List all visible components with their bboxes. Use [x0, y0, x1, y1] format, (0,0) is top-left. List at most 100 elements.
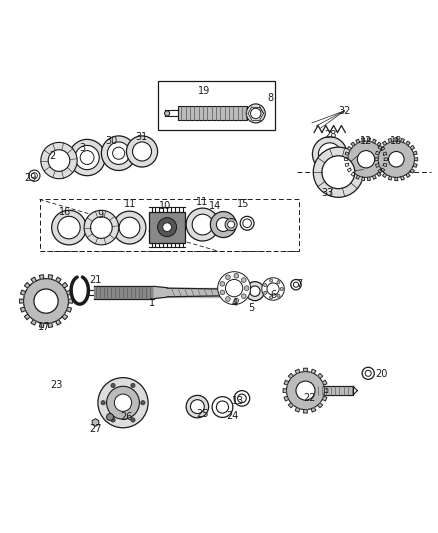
- Polygon shape: [410, 169, 414, 173]
- Circle shape: [389, 151, 404, 167]
- Polygon shape: [406, 173, 410, 177]
- Polygon shape: [288, 403, 293, 408]
- Circle shape: [286, 372, 325, 410]
- Polygon shape: [381, 168, 385, 172]
- Polygon shape: [67, 307, 71, 312]
- Polygon shape: [345, 163, 349, 167]
- Polygon shape: [154, 286, 167, 298]
- Polygon shape: [362, 138, 364, 141]
- Polygon shape: [372, 139, 376, 143]
- Polygon shape: [48, 274, 53, 279]
- Circle shape: [141, 401, 145, 405]
- Polygon shape: [304, 368, 307, 372]
- Circle shape: [101, 401, 105, 405]
- Text: 19: 19: [198, 86, 210, 96]
- Circle shape: [226, 297, 230, 301]
- Polygon shape: [367, 177, 371, 181]
- Circle shape: [313, 147, 364, 197]
- Polygon shape: [345, 158, 348, 160]
- Polygon shape: [347, 147, 351, 150]
- Polygon shape: [382, 141, 387, 146]
- Circle shape: [131, 383, 135, 387]
- Polygon shape: [311, 369, 316, 374]
- Text: 24: 24: [226, 411, 238, 421]
- Bar: [178, 107, 247, 120]
- Polygon shape: [382, 173, 387, 177]
- Circle shape: [277, 281, 280, 284]
- Polygon shape: [25, 282, 30, 288]
- Polygon shape: [351, 142, 355, 147]
- Text: 23: 23: [51, 381, 63, 390]
- Text: 15: 15: [237, 199, 249, 209]
- Polygon shape: [322, 380, 327, 385]
- Polygon shape: [31, 277, 36, 282]
- Polygon shape: [283, 389, 286, 393]
- Polygon shape: [62, 282, 67, 288]
- Polygon shape: [56, 277, 61, 282]
- Polygon shape: [284, 380, 289, 385]
- Text: 14: 14: [208, 201, 221, 211]
- Circle shape: [52, 211, 86, 245]
- Text: 1: 1: [149, 298, 155, 308]
- Circle shape: [34, 289, 58, 313]
- Circle shape: [186, 395, 208, 418]
- Circle shape: [107, 142, 130, 165]
- Text: 16: 16: [60, 207, 71, 217]
- Polygon shape: [39, 323, 44, 327]
- Circle shape: [228, 221, 235, 228]
- Circle shape: [29, 170, 40, 181]
- Circle shape: [216, 401, 229, 413]
- Circle shape: [131, 418, 135, 422]
- Text: 4: 4: [231, 298, 237, 308]
- Circle shape: [237, 394, 246, 403]
- Polygon shape: [413, 151, 417, 155]
- Text: 9: 9: [97, 209, 103, 220]
- Circle shape: [113, 211, 146, 244]
- Text: 2: 2: [49, 151, 56, 161]
- Text: 29: 29: [25, 173, 37, 183]
- Text: 18: 18: [390, 136, 403, 146]
- Circle shape: [293, 282, 299, 287]
- Circle shape: [191, 400, 204, 414]
- Circle shape: [101, 136, 136, 171]
- Text: 26: 26: [120, 412, 132, 422]
- Text: 8: 8: [268, 93, 274, 103]
- Circle shape: [111, 418, 115, 422]
- Polygon shape: [31, 320, 36, 325]
- Polygon shape: [347, 168, 351, 172]
- Text: 3: 3: [80, 143, 86, 152]
- Polygon shape: [406, 141, 410, 146]
- Circle shape: [234, 273, 239, 278]
- Circle shape: [348, 141, 384, 177]
- Polygon shape: [39, 274, 44, 279]
- Circle shape: [158, 217, 177, 237]
- Circle shape: [234, 391, 250, 406]
- Text: 33: 33: [321, 188, 333, 198]
- Circle shape: [322, 156, 355, 189]
- Polygon shape: [295, 408, 300, 412]
- Text: 30: 30: [106, 136, 118, 146]
- Polygon shape: [375, 164, 379, 167]
- Circle shape: [24, 279, 68, 324]
- Circle shape: [269, 279, 273, 282]
- Polygon shape: [48, 323, 53, 327]
- Circle shape: [243, 219, 251, 228]
- Polygon shape: [381, 147, 385, 150]
- Polygon shape: [383, 152, 387, 155]
- Circle shape: [241, 294, 246, 298]
- Circle shape: [318, 143, 341, 165]
- Polygon shape: [388, 139, 392, 142]
- Circle shape: [365, 370, 371, 376]
- Polygon shape: [318, 374, 323, 378]
- Polygon shape: [362, 177, 364, 181]
- Polygon shape: [295, 369, 300, 374]
- Polygon shape: [21, 307, 25, 312]
- Circle shape: [41, 142, 77, 179]
- Circle shape: [98, 378, 148, 428]
- Circle shape: [210, 212, 236, 238]
- Text: 11: 11: [196, 198, 208, 207]
- Circle shape: [106, 414, 113, 421]
- Circle shape: [69, 139, 105, 176]
- Polygon shape: [68, 299, 72, 303]
- Circle shape: [186, 208, 219, 241]
